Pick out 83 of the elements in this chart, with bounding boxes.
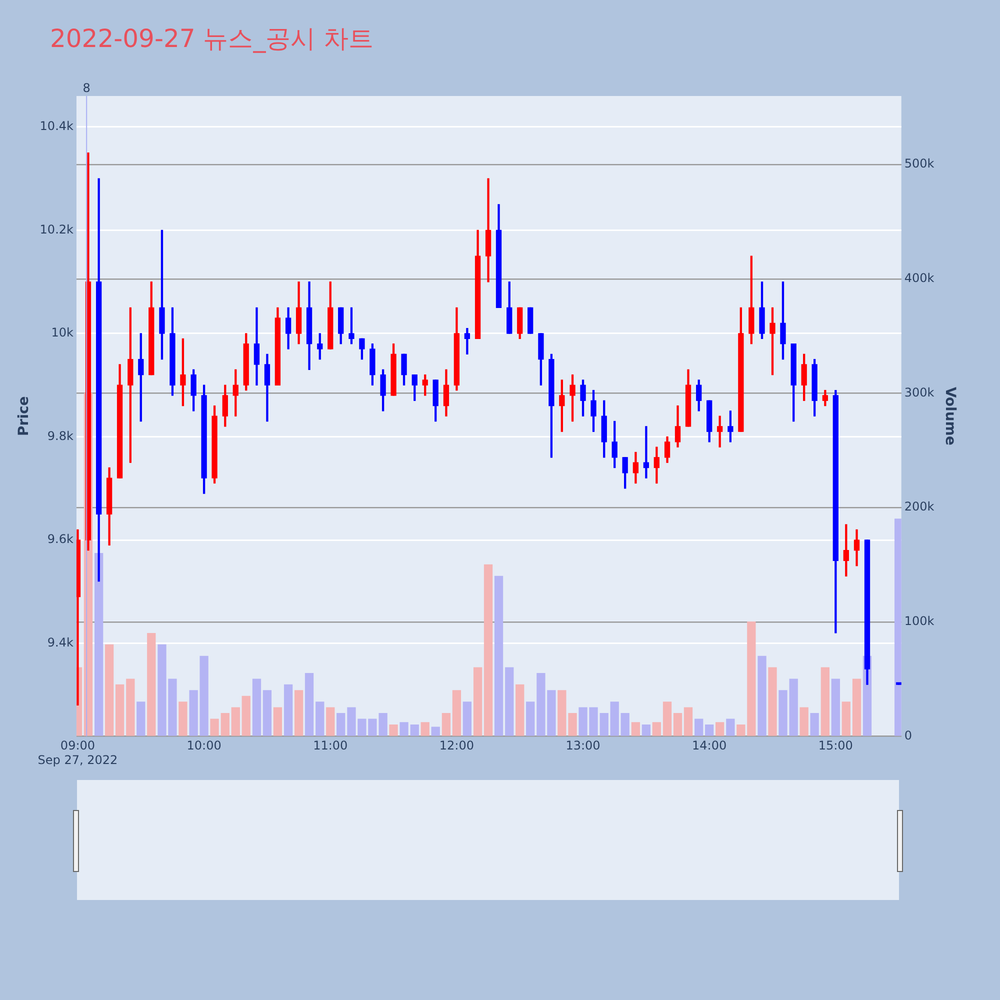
bar	[736, 724, 746, 736]
bar	[620, 713, 630, 736]
y-axis-title: Price	[16, 396, 32, 436]
bar	[452, 690, 462, 736]
bar	[894, 518, 902, 736]
bar	[789, 678, 798, 736]
y-tick-label: 10.2k	[40, 222, 74, 236]
bar	[316, 702, 324, 736]
bar	[420, 722, 430, 736]
y-tick-label: 10k	[51, 326, 74, 340]
bar	[273, 707, 282, 736]
bar	[673, 713, 682, 736]
bar	[294, 690, 304, 736]
bar	[778, 690, 788, 736]
bar	[473, 667, 482, 736]
x-tick-label: 14:00	[692, 738, 727, 753]
bar	[304, 672, 314, 736]
y-tick-label: 10.4k	[40, 119, 74, 134]
bar	[820, 667, 830, 736]
x-tick-label: 09:00 Sep 27, 2022	[38, 738, 118, 767]
y2-tick-label: 500k	[904, 156, 934, 171]
bar	[284, 684, 293, 736]
bar	[94, 552, 104, 736]
bar	[705, 724, 714, 736]
bar	[104, 644, 114, 736]
bar	[631, 722, 640, 736]
y2-tick-label: 300k	[904, 385, 934, 400]
bar	[758, 656, 766, 736]
bar	[662, 702, 672, 736]
bar	[442, 713, 451, 736]
bar	[768, 667, 777, 736]
x-tick-label: 10:00	[186, 738, 222, 753]
bar	[694, 718, 704, 736]
bar	[800, 707, 808, 736]
bar	[516, 684, 524, 736]
bar	[810, 713, 819, 736]
bar	[526, 702, 535, 736]
bar	[831, 678, 840, 736]
y2-tick-label: 100k	[904, 614, 934, 628]
bar	[842, 702, 850, 736]
y2-tick-label: 0	[904, 728, 912, 742]
annotation: 8	[82, 81, 90, 96]
bar	[684, 707, 693, 736]
bar	[136, 702, 146, 736]
bar	[505, 667, 514, 736]
bar	[115, 684, 124, 736]
bar	[494, 576, 504, 736]
x-tick-label: 11:00	[313, 738, 348, 753]
bar	[610, 702, 619, 736]
bar	[715, 722, 724, 736]
bar	[747, 622, 756, 736]
y2-axis-title: Volume	[942, 386, 958, 446]
bar	[252, 678, 262, 736]
y-tick-label: 9.4k	[47, 635, 74, 650]
x-tick-label: 15:00	[818, 738, 853, 753]
bar	[462, 702, 472, 736]
bar	[389, 724, 398, 736]
bar	[326, 707, 335, 736]
y2-tick-label: 400k	[904, 271, 934, 286]
bar	[484, 564, 493, 736]
chart-title: 2022-09-27 뉴스_공시 차트	[50, 23, 374, 55]
bar	[600, 713, 608, 736]
bar	[231, 707, 240, 736]
x-tick-label: 12:00	[439, 738, 474, 753]
bar	[242, 696, 250, 736]
y-tick-label: 9.8k	[47, 428, 74, 443]
bar	[147, 632, 156, 736]
bar	[210, 718, 219, 736]
bar	[410, 724, 419, 736]
x-tick-label: 13:00	[566, 738, 600, 753]
bar	[220, 713, 230, 736]
bar	[652, 722, 661, 736]
y2-tick-label: 200k	[904, 500, 934, 514]
bar	[126, 678, 135, 736]
bar	[726, 718, 735, 736]
bar	[431, 726, 440, 736]
bar	[178, 702, 188, 736]
bar	[262, 690, 272, 736]
bar	[400, 722, 408, 736]
y-tick-label: 9.6k	[47, 532, 74, 546]
bar	[852, 678, 862, 736]
bar	[336, 713, 346, 736]
bar	[642, 724, 651, 736]
